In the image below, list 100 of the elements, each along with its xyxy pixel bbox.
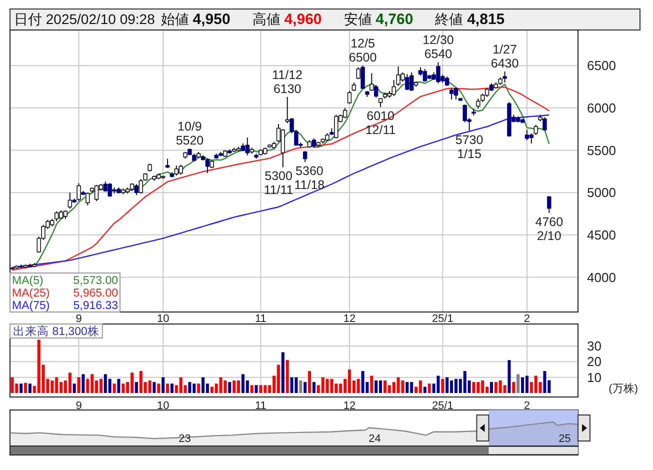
x-tick-label: 11 bbox=[255, 313, 266, 325]
candlestick bbox=[334, 114, 338, 139]
y-tick-label: 5000 bbox=[587, 185, 616, 200]
series-label: MA(25) bbox=[12, 288, 50, 300]
annotation: 1/27 6430 bbox=[490, 42, 519, 70]
y-tick-label: 4500 bbox=[587, 227, 616, 242]
bar bbox=[77, 377, 80, 393]
bar bbox=[148, 380, 152, 393]
bar bbox=[512, 382, 516, 393]
bar bbox=[162, 377, 165, 393]
bar bbox=[418, 380, 422, 393]
candlestick bbox=[86, 192, 90, 206]
bar bbox=[446, 377, 449, 393]
y-tick-label: 6500 bbox=[587, 58, 616, 74]
candlestick bbox=[534, 124, 538, 136]
bar bbox=[396, 377, 400, 393]
candlestick bbox=[174, 164, 179, 176]
bar bbox=[250, 385, 254, 393]
bar bbox=[202, 377, 205, 393]
bar bbox=[170, 384, 174, 393]
annotation: 11/12 6130 bbox=[272, 68, 303, 96]
annotation: 5360 11/18 bbox=[294, 164, 325, 192]
annotation: 12/30 6540 bbox=[422, 33, 454, 62]
bar bbox=[117, 378, 120, 393]
bar bbox=[490, 382, 493, 393]
candlestick bbox=[444, 76, 450, 86]
bar bbox=[508, 360, 511, 393]
bar bbox=[356, 378, 360, 393]
candlestick bbox=[285, 96, 290, 124]
annotation: 5730 1/15 bbox=[455, 132, 484, 161]
bar bbox=[20, 384, 23, 393]
annotation: 4760 2/10 bbox=[535, 214, 564, 243]
x-tick-label: 11 bbox=[255, 400, 266, 412]
bar bbox=[24, 382, 28, 393]
bar bbox=[197, 384, 200, 393]
bar bbox=[219, 377, 222, 393]
candlestick bbox=[529, 132, 534, 144]
bar bbox=[374, 380, 378, 393]
y-tick-label: 5500 bbox=[587, 142, 616, 158]
x-tick-label: 2 bbox=[524, 313, 530, 325]
candlestick bbox=[409, 72, 414, 92]
annotation: 12/5 6500 bbox=[348, 36, 377, 65]
candlestick bbox=[302, 150, 308, 163]
bar bbox=[10, 377, 14, 393]
series-label: MA(5) bbox=[12, 275, 44, 287]
text: 始値 4,950 bbox=[160, 11, 230, 28]
bar bbox=[304, 382, 307, 393]
y-tick-label: 6000 bbox=[587, 100, 616, 116]
bar bbox=[188, 382, 192, 393]
bar bbox=[281, 352, 284, 393]
bar bbox=[521, 377, 524, 393]
bar bbox=[441, 378, 444, 393]
bar bbox=[28, 384, 32, 393]
candlestick bbox=[347, 90, 352, 104]
bar bbox=[276, 364, 280, 393]
candlestick bbox=[342, 107, 348, 119]
bar bbox=[330, 378, 334, 393]
bar bbox=[286, 360, 289, 393]
candlestick bbox=[54, 210, 59, 222]
x-tick-label: 23 bbox=[178, 433, 191, 445]
bar bbox=[72, 384, 76, 393]
candlestick bbox=[524, 129, 530, 141]
bar bbox=[516, 374, 520, 393]
bar bbox=[312, 382, 316, 393]
bar bbox=[326, 378, 329, 393]
bar bbox=[472, 382, 476, 393]
candlestick bbox=[94, 184, 99, 202]
x-tick-label: 12 bbox=[343, 313, 356, 325]
candlestick bbox=[165, 158, 170, 169]
x-tick-label: 10 bbox=[156, 400, 170, 412]
bar bbox=[228, 382, 232, 393]
bar bbox=[152, 382, 156, 393]
annotation: 5,916.33 bbox=[73, 300, 118, 312]
bar bbox=[122, 384, 125, 393]
x-tick-label: 25 bbox=[558, 433, 571, 445]
bar bbox=[99, 378, 102, 393]
annotation: 6010 12/11 bbox=[365, 109, 396, 138]
bar bbox=[299, 380, 302, 393]
bar bbox=[224, 380, 227, 393]
candlestick bbox=[422, 68, 428, 82]
annotation: 5300 11/11 bbox=[264, 169, 294, 198]
bar bbox=[134, 382, 138, 393]
bar bbox=[232, 380, 236, 393]
bar bbox=[428, 384, 431, 393]
bar bbox=[82, 374, 85, 393]
bar bbox=[543, 371, 546, 393]
candlestick bbox=[245, 137, 250, 156]
bar bbox=[68, 372, 72, 393]
bar bbox=[294, 377, 298, 393]
annotation: 5,965.00 bbox=[73, 288, 118, 300]
text: 高値 4,960 bbox=[252, 11, 322, 28]
candlestick bbox=[134, 184, 139, 196]
y-tick-label: 20 bbox=[587, 354, 602, 370]
bar bbox=[406, 382, 409, 393]
candlestick bbox=[547, 195, 552, 214]
bar bbox=[259, 385, 262, 393]
candlestick bbox=[280, 128, 286, 168]
y-tick-label: 10 bbox=[587, 370, 602, 385]
bar bbox=[401, 380, 404, 393]
bar bbox=[157, 384, 160, 393]
